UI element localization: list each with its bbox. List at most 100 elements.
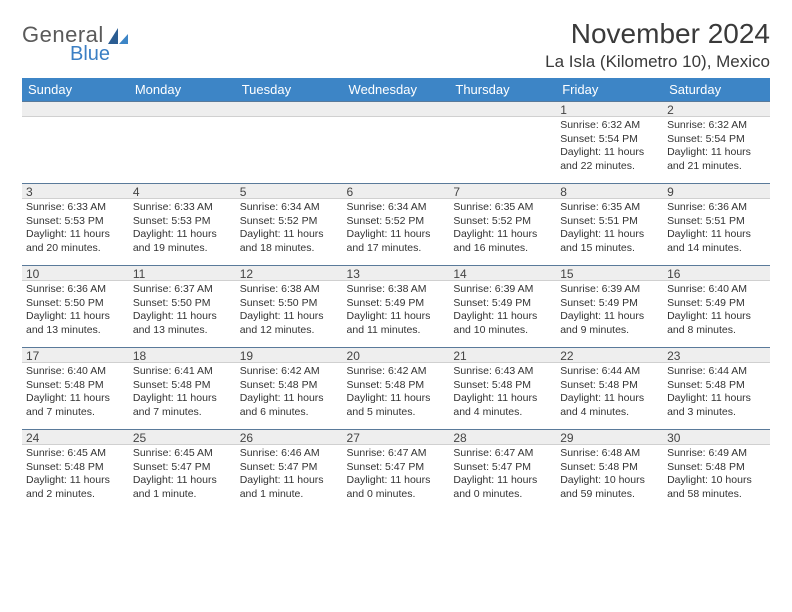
day-details: Sunrise: 6:33 AMSunset: 5:53 PMDaylight:… <box>22 199 129 262</box>
day-number: 11 <box>129 265 236 281</box>
daylight-text: Daylight: 11 hours and 0 minutes. <box>453 474 552 501</box>
day-details: Sunrise: 6:40 AMSunset: 5:48 PMDaylight:… <box>22 363 129 426</box>
day-number: 12 <box>236 265 343 281</box>
title-block: November 2024 La Isla (Kilometro 10), Me… <box>545 18 770 72</box>
day-details: Sunrise: 6:38 AMSunset: 5:49 PMDaylight:… <box>343 281 450 344</box>
day-number: 9 <box>663 183 770 199</box>
calendar-day-cell: 30Sunrise: 6:49 AMSunset: 5:48 PMDayligh… <box>663 429 770 511</box>
calendar-day-cell: 27Sunrise: 6:47 AMSunset: 5:47 PMDayligh… <box>343 429 450 511</box>
calendar-day-cell: 26Sunrise: 6:46 AMSunset: 5:47 PMDayligh… <box>236 429 343 511</box>
sunset-text: Sunset: 5:48 PM <box>240 379 339 393</box>
sunset-text: Sunset: 5:52 PM <box>240 215 339 229</box>
daylight-text: Daylight: 11 hours and 4 minutes. <box>453 392 552 419</box>
calendar-day-cell <box>236 101 343 183</box>
calendar-day-cell: 23Sunrise: 6:44 AMSunset: 5:48 PMDayligh… <box>663 347 770 429</box>
sunset-text: Sunset: 5:48 PM <box>560 379 659 393</box>
sunrise-text: Sunrise: 6:32 AM <box>560 119 659 133</box>
calendar-day-cell: 7Sunrise: 6:35 AMSunset: 5:52 PMDaylight… <box>449 183 556 265</box>
day-details: Sunrise: 6:32 AMSunset: 5:54 PMDaylight:… <box>663 117 770 180</box>
sunset-text: Sunset: 5:49 PM <box>667 297 766 311</box>
calendar-week-row: 17Sunrise: 6:40 AMSunset: 5:48 PMDayligh… <box>22 347 770 429</box>
day-details: Sunrise: 6:32 AMSunset: 5:54 PMDaylight:… <box>556 117 663 180</box>
calendar-day-cell: 12Sunrise: 6:38 AMSunset: 5:50 PMDayligh… <box>236 265 343 347</box>
calendar-day-cell: 5Sunrise: 6:34 AMSunset: 5:52 PMDaylight… <box>236 183 343 265</box>
day-number: 29 <box>556 429 663 445</box>
day-number: 4 <box>129 183 236 199</box>
sunrise-text: Sunrise: 6:37 AM <box>133 283 232 297</box>
day-number: 23 <box>663 347 770 363</box>
day-details: Sunrise: 6:33 AMSunset: 5:53 PMDaylight:… <box>129 199 236 262</box>
calendar-day-cell: 10Sunrise: 6:36 AMSunset: 5:50 PMDayligh… <box>22 265 129 347</box>
calendar-day-cell: 14Sunrise: 6:39 AMSunset: 5:49 PMDayligh… <box>449 265 556 347</box>
sunset-text: Sunset: 5:52 PM <box>453 215 552 229</box>
day-number: 30 <box>663 429 770 445</box>
day-details: Sunrise: 6:45 AMSunset: 5:47 PMDaylight:… <box>129 445 236 508</box>
daylight-text: Daylight: 10 hours and 59 minutes. <box>560 474 659 501</box>
calendar-day-cell: 25Sunrise: 6:45 AMSunset: 5:47 PMDayligh… <box>129 429 236 511</box>
sunset-text: Sunset: 5:47 PM <box>453 461 552 475</box>
sunset-text: Sunset: 5:48 PM <box>133 379 232 393</box>
logo: General Blue <box>22 18 130 64</box>
daylight-text: Daylight: 11 hours and 1 minute. <box>240 474 339 501</box>
sunset-text: Sunset: 5:52 PM <box>347 215 446 229</box>
day-details: Sunrise: 6:35 AMSunset: 5:51 PMDaylight:… <box>556 199 663 262</box>
sunset-text: Sunset: 5:48 PM <box>347 379 446 393</box>
daylight-text: Daylight: 11 hours and 10 minutes. <box>453 310 552 337</box>
daylight-text: Daylight: 11 hours and 7 minutes. <box>26 392 125 419</box>
day-number <box>236 101 343 117</box>
sunrise-text: Sunrise: 6:32 AM <box>667 119 766 133</box>
day-number: 25 <box>129 429 236 445</box>
calendar-day-cell: 16Sunrise: 6:40 AMSunset: 5:49 PMDayligh… <box>663 265 770 347</box>
daylight-text: Daylight: 11 hours and 7 minutes. <box>133 392 232 419</box>
day-number <box>129 101 236 117</box>
day-number: 7 <box>449 183 556 199</box>
calendar-day-cell: 1Sunrise: 6:32 AMSunset: 5:54 PMDaylight… <box>556 101 663 183</box>
calendar-day-cell: 6Sunrise: 6:34 AMSunset: 5:52 PMDaylight… <box>343 183 450 265</box>
day-number: 26 <box>236 429 343 445</box>
sunrise-text: Sunrise: 6:45 AM <box>133 447 232 461</box>
sunset-text: Sunset: 5:50 PM <box>240 297 339 311</box>
day-number: 2 <box>663 101 770 117</box>
day-details: Sunrise: 6:42 AMSunset: 5:48 PMDaylight:… <box>236 363 343 426</box>
calendar-day-cell: 17Sunrise: 6:40 AMSunset: 5:48 PMDayligh… <box>22 347 129 429</box>
sunset-text: Sunset: 5:50 PM <box>26 297 125 311</box>
sunrise-text: Sunrise: 6:42 AM <box>347 365 446 379</box>
page-header: General Blue November 2024 La Isla (Kilo… <box>22 18 770 72</box>
calendar-day-cell: 3Sunrise: 6:33 AMSunset: 5:53 PMDaylight… <box>22 183 129 265</box>
sunrise-text: Sunrise: 6:45 AM <box>26 447 125 461</box>
sunrise-text: Sunrise: 6:39 AM <box>560 283 659 297</box>
calendar-week-row: 10Sunrise: 6:36 AMSunset: 5:50 PMDayligh… <box>22 265 770 347</box>
calendar-table: Sunday Monday Tuesday Wednesday Thursday… <box>22 78 770 511</box>
sunrise-text: Sunrise: 6:33 AM <box>26 201 125 215</box>
daylight-text: Daylight: 11 hours and 0 minutes. <box>347 474 446 501</box>
calendar-header-row: Sunday Monday Tuesday Wednesday Thursday… <box>22 78 770 101</box>
sunrise-text: Sunrise: 6:40 AM <box>26 365 125 379</box>
day-details <box>236 117 343 177</box>
sunrise-text: Sunrise: 6:34 AM <box>347 201 446 215</box>
daylight-text: Daylight: 11 hours and 1 minute. <box>133 474 232 501</box>
sunset-text: Sunset: 5:49 PM <box>560 297 659 311</box>
day-number: 27 <box>343 429 450 445</box>
calendar-day-cell: 19Sunrise: 6:42 AMSunset: 5:48 PMDayligh… <box>236 347 343 429</box>
page-subtitle: La Isla (Kilometro 10), Mexico <box>545 52 770 72</box>
sunrise-text: Sunrise: 6:44 AM <box>667 365 766 379</box>
day-number: 24 <box>22 429 129 445</box>
day-number <box>449 101 556 117</box>
calendar-week-row: 24Sunrise: 6:45 AMSunset: 5:48 PMDayligh… <box>22 429 770 511</box>
sunset-text: Sunset: 5:54 PM <box>560 133 659 147</box>
page-title: November 2024 <box>545 18 770 50</box>
sunrise-text: Sunrise: 6:39 AM <box>453 283 552 297</box>
day-number: 21 <box>449 347 556 363</box>
calendar-day-cell: 9Sunrise: 6:36 AMSunset: 5:51 PMDaylight… <box>663 183 770 265</box>
sunset-text: Sunset: 5:48 PM <box>26 379 125 393</box>
sunset-text: Sunset: 5:48 PM <box>26 461 125 475</box>
day-number <box>22 101 129 117</box>
day-number <box>343 101 450 117</box>
day-details: Sunrise: 6:34 AMSunset: 5:52 PMDaylight:… <box>343 199 450 262</box>
day-details: Sunrise: 6:44 AMSunset: 5:48 PMDaylight:… <box>663 363 770 426</box>
day-details <box>22 117 129 177</box>
sunset-text: Sunset: 5:51 PM <box>667 215 766 229</box>
weekday-header: Wednesday <box>343 78 450 101</box>
day-details: Sunrise: 6:42 AMSunset: 5:48 PMDaylight:… <box>343 363 450 426</box>
day-details <box>449 117 556 177</box>
